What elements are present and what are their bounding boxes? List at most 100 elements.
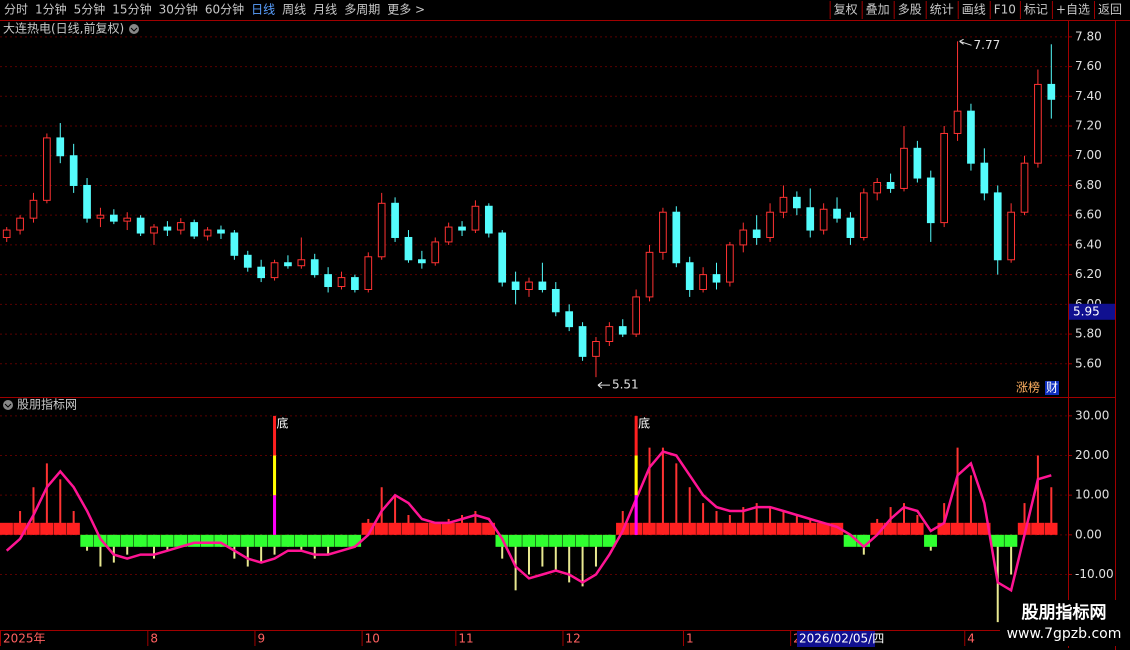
candle-body [752,229,761,238]
state-block [776,522,790,535]
candle-body [297,259,306,267]
watermark-box [1000,600,1128,646]
state-block [816,522,830,535]
candle-body [819,208,828,231]
y-tick-label: 30.00 [1075,408,1109,422]
toolbar-tab[interactable]: 月线 [313,3,337,17]
toolbar-button[interactable]: 标记 [1024,3,1048,17]
state-block [174,534,187,547]
state-block [40,522,54,535]
toolbar-button[interactable]: 多股 [898,3,922,17]
state-block [790,522,804,535]
state-block [964,522,978,535]
state-block [482,522,496,535]
indicator-line [5,450,1052,593]
toolbar-button[interactable]: 叠加 [866,3,890,17]
state-block [549,534,562,547]
candle-body [605,326,614,343]
candle-body [766,211,774,238]
state-block [1044,522,1058,535]
toolbar-button[interactable]: +自选 [1056,3,1090,17]
candle-body [176,222,185,231]
state-block [696,522,710,535]
state-block [401,522,415,535]
toolbar-tab[interactable]: 15分钟 [112,2,151,17]
crosshair-price-box [1069,303,1115,320]
toolbar-tab[interactable]: 日线 [251,3,275,17]
toolbar-button[interactable]: 返回 [1098,3,1122,17]
state-block [241,534,254,547]
candle-body [953,110,962,134]
candle-body [672,211,681,264]
state-block [883,522,897,535]
state-block [428,522,442,535]
crosshair-date-box [797,631,875,647]
toolbar-button[interactable]: F10 [994,3,1016,17]
toolbar-button[interactable]: 统计 [930,3,954,17]
candle-body [56,137,65,157]
toolbar-button[interactable]: 画线 [962,3,986,17]
state-block [683,522,696,535]
toolbar-tab[interactable]: 周线 [282,3,306,17]
state-block [642,522,656,535]
candle-body [940,132,949,224]
toolbar-tab[interactable]: 1分钟 [35,2,67,17]
state-block [575,534,589,547]
candle-body [69,155,78,186]
state-block [709,522,723,535]
candle-body [726,244,734,283]
candle-body [980,162,989,194]
x-tick-label: 2025年 [3,632,46,646]
toolbar-tab[interactable]: 多周期 [344,3,380,17]
watermark-title: 股朋指标网 [1022,602,1107,623]
y-tick-label: 20.00 [1075,448,1109,462]
state-block [321,534,335,547]
state-block [160,534,174,547]
candle-body [444,226,453,243]
candle-body [685,262,694,290]
state-block [950,522,964,535]
state-block [455,522,469,535]
x-tick-label: 10 [365,632,380,646]
candle-body [659,211,667,253]
state-block [415,522,429,535]
badge: 涨榜 [1016,380,1040,395]
candle-body [404,236,413,261]
candle-body [739,229,748,246]
candle-body [351,277,359,290]
state-block [26,522,40,535]
state-block [723,522,737,535]
toolbar-tab[interactable]: 分时 [4,3,28,17]
candle-body [471,205,480,231]
state-block [897,522,911,535]
state-block [66,522,80,535]
candle-body [43,137,51,201]
candle-body [109,214,118,222]
toolbar-tab[interactable]: 更多 > [387,3,425,17]
candle-body [2,229,11,238]
state-block [0,522,13,535]
high-label: 7.77 [974,38,1001,52]
candle-body [458,226,466,231]
y-tick-label: 5.80 [1075,327,1102,341]
candle-body [806,207,815,231]
candle-body [83,184,91,219]
toolbar-tab[interactable]: 30分钟 [159,2,198,17]
state-block [1031,522,1045,535]
toolbar-tab[interactable]: 60分钟 [205,2,244,17]
state-block [1004,534,1018,547]
state-block [803,522,817,535]
state-block [334,534,348,547]
candle-body [592,341,600,357]
toolbar-tab[interactable]: 5分钟 [74,2,106,17]
candle-body [967,110,975,164]
candle-body [993,192,1002,261]
state-block [656,522,670,535]
y-tick-label: 7.40 [1075,89,1102,103]
candle-body [645,251,654,298]
title-icon [4,403,12,408]
y-tick-label: 0.00 [1075,527,1102,541]
toolbar-button[interactable]: 复权 [834,3,858,17]
y-tick-label: 7.60 [1075,59,1102,73]
state-block [749,522,763,535]
